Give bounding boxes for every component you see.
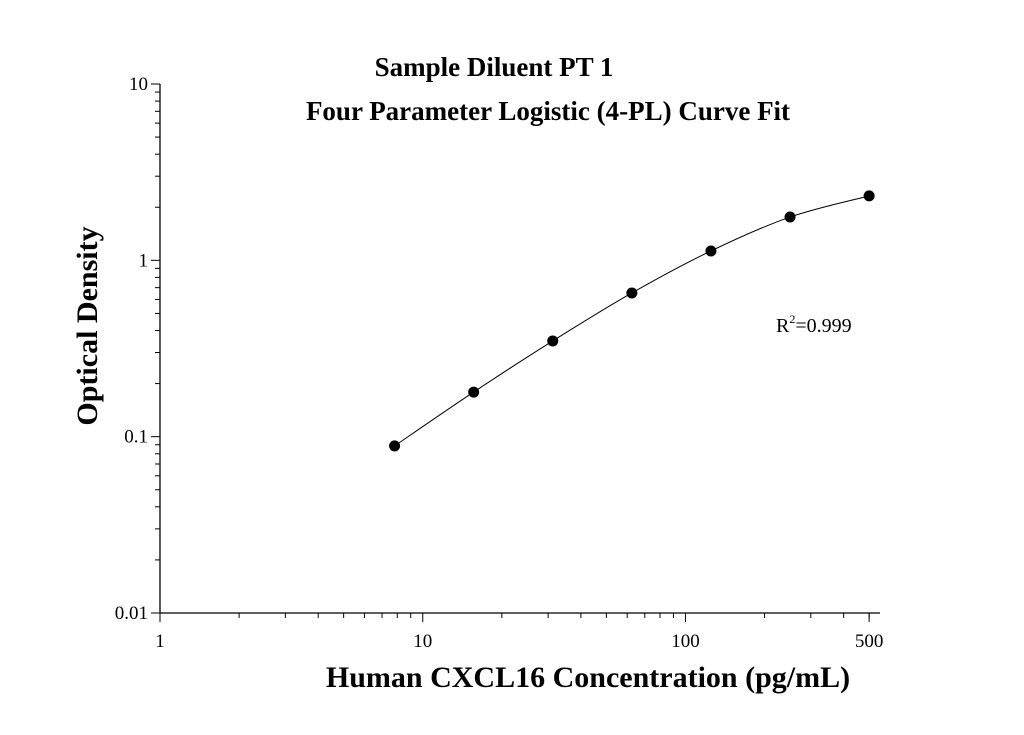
data-point — [626, 287, 638, 299]
y-tick-label: 1 — [139, 250, 149, 271]
r-base: R — [776, 315, 790, 337]
data-point — [705, 245, 717, 257]
r-sup: 2 — [789, 312, 795, 326]
x-tick-label: 100 — [671, 631, 700, 652]
r-squared: R2=0.999 — [776, 312, 852, 337]
y-tick-label: 0.01 — [115, 603, 148, 624]
data-point — [389, 440, 401, 452]
y-tick-label: 0.1 — [124, 427, 148, 448]
data-point — [784, 211, 796, 223]
x-tick-label: 1 — [155, 631, 165, 652]
y-axis-label: Optical Density — [71, 226, 104, 425]
data-point — [863, 190, 875, 202]
chart-subtitle: Four Parameter Logistic (4-PL) Curve Fit — [306, 96, 790, 126]
y-tick-label: 10 — [129, 74, 148, 95]
data-point — [547, 335, 559, 347]
x-tick-label: 10 — [413, 631, 432, 652]
x-axis-label: Human CXCL16 Concentration (pg/mL) — [326, 661, 850, 694]
chart-title: Sample Diluent PT 1 — [375, 52, 614, 82]
x-tick-label: 500 — [855, 631, 884, 652]
data-point — [468, 386, 480, 398]
r-rest: =0.999 — [795, 315, 851, 337]
